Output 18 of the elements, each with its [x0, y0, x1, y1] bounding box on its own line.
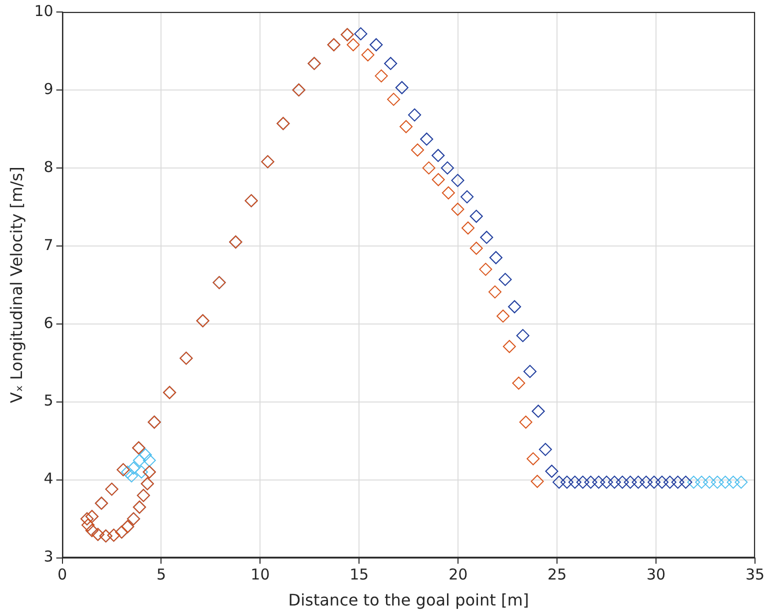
y-tick-label: 4 — [44, 470, 54, 488]
y-tick-label: 6 — [44, 314, 54, 332]
x-tick-label: 35 — [745, 566, 765, 584]
x-tick-label: 30 — [646, 566, 666, 584]
x-tick-label: 20 — [448, 566, 468, 584]
y-tick-label: 3 — [44, 548, 54, 566]
x-tick-label: 5 — [156, 566, 166, 584]
x-tick-label: 15 — [350, 566, 369, 584]
x-axis-title: Distance to the goal point [m] — [288, 590, 530, 610]
x-tick-label: 25 — [548, 566, 567, 584]
x-tick-label: 10 — [250, 566, 270, 584]
y-tick-label: 9 — [44, 80, 54, 98]
y-tick-label: 7 — [44, 236, 54, 254]
y-tick-label: 5 — [44, 392, 54, 410]
y-tick-label: 10 — [34, 2, 54, 20]
y-tick-label: 8 — [44, 158, 54, 176]
y-axis-title: Vₓ Longitudinal Velocity [m/s] — [6, 166, 26, 404]
x-tick-label: 0 — [58, 566, 68, 584]
